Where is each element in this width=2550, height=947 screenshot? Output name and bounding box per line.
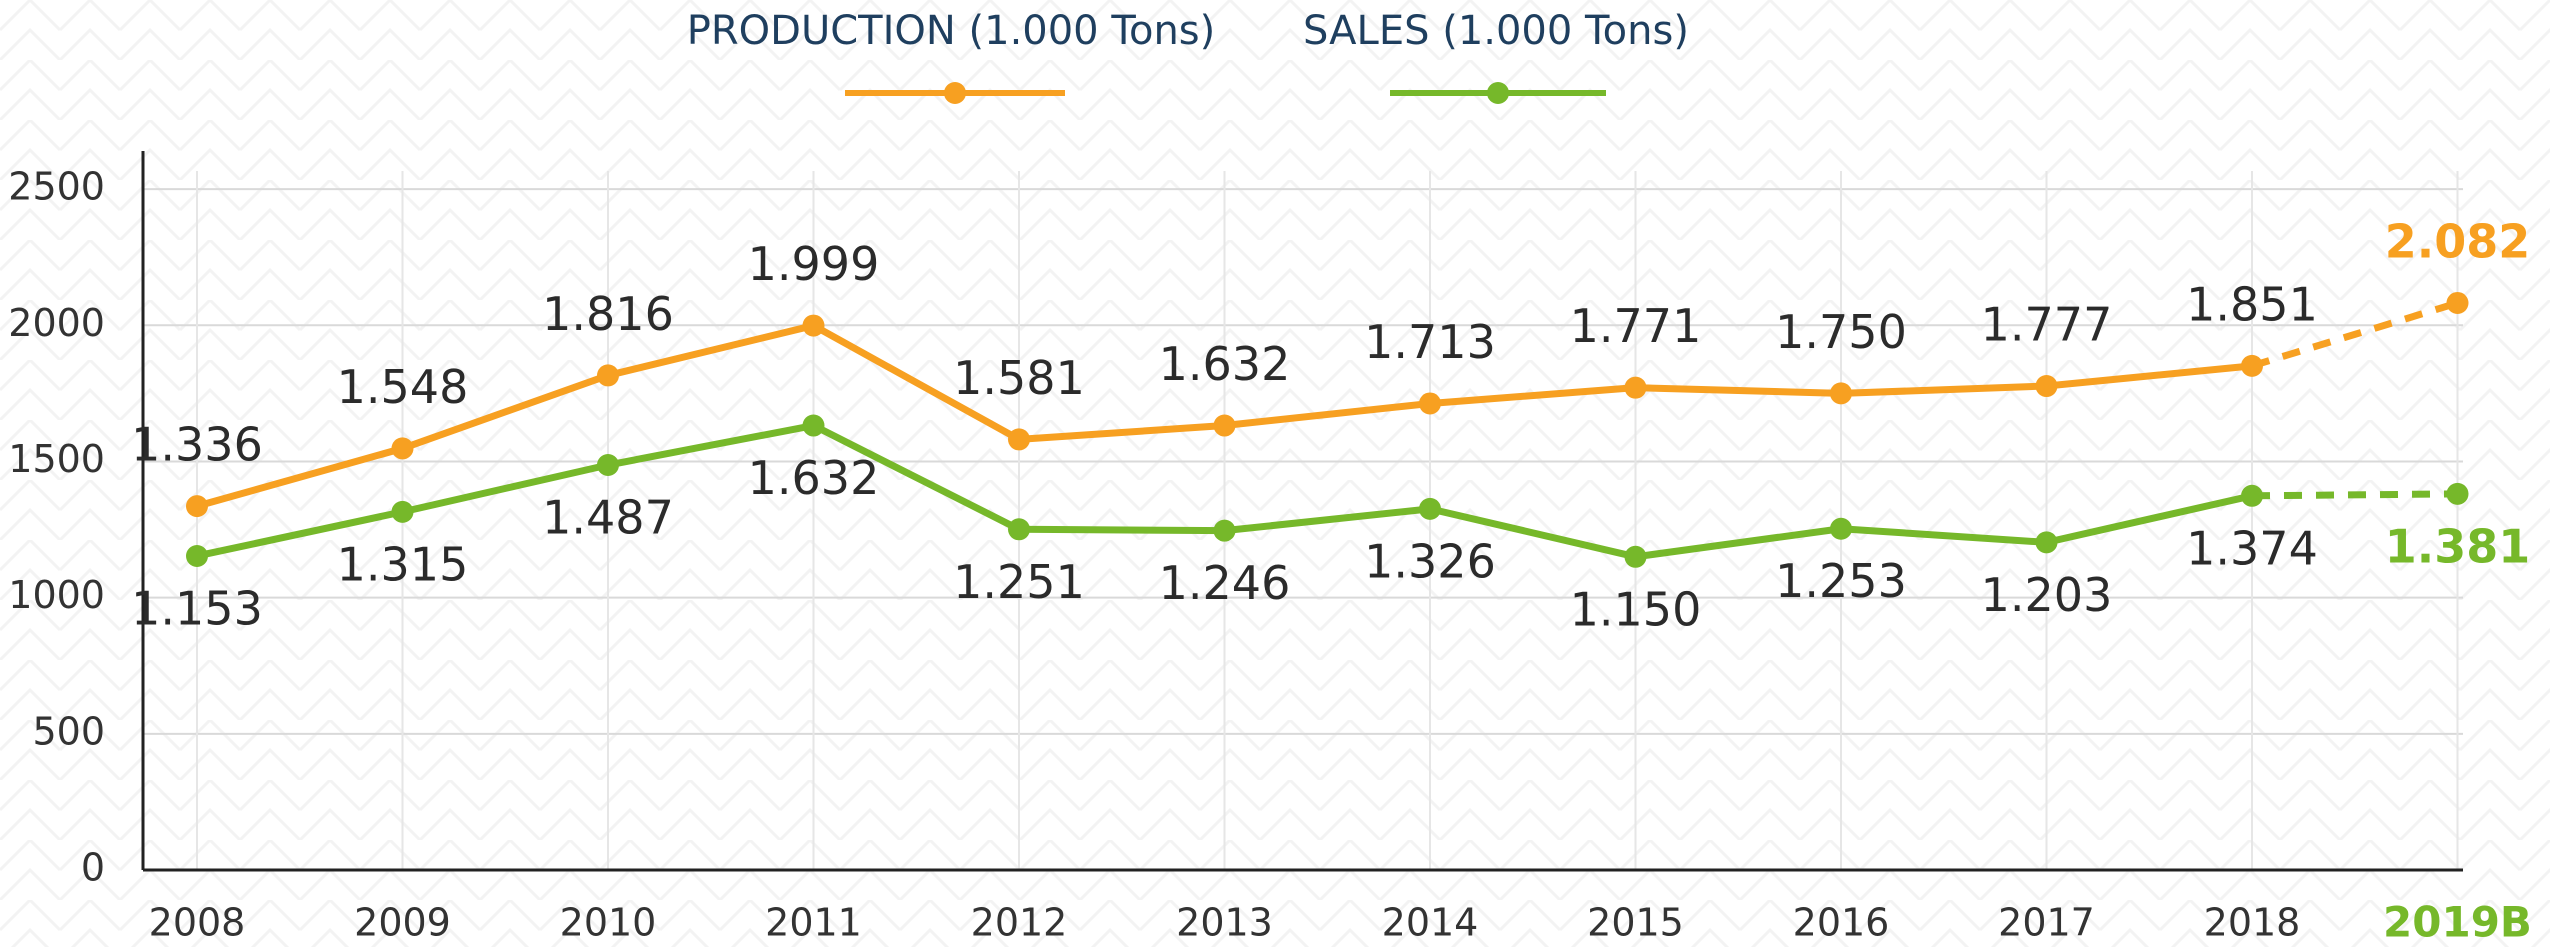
data-label: 1.851 (2186, 277, 2318, 331)
data-label: 1.153 (131, 581, 263, 635)
x-tick-label: 2009 (354, 901, 451, 945)
y-tick-label: 0 (81, 846, 105, 890)
legend-label: SALES (1.000 Tons) (1303, 8, 1689, 54)
legend-marker (1487, 82, 1509, 104)
data-label: 2.082 (2385, 214, 2531, 268)
point (2446, 291, 2469, 314)
data-label: 1.581 (953, 351, 1085, 405)
data-label: 1.771 (1570, 299, 1702, 353)
point (802, 414, 825, 437)
point (1419, 392, 1441, 415)
x-tick-label: 2010 (560, 901, 657, 945)
point (1830, 382, 1852, 405)
data-label: 1.246 (1159, 556, 1291, 610)
data-label: 1.632 (1159, 337, 1291, 391)
data-label: 1.713 (1364, 315, 1496, 369)
x-tick-label: 2011 (765, 901, 862, 945)
y-tick-label: 1000 (8, 573, 105, 617)
data-label: 1.750 (1775, 305, 1907, 359)
point (391, 500, 414, 523)
x-tick-label: 2018 (2204, 901, 2301, 945)
x-tick-label: 2019B (2383, 898, 2532, 947)
data-label: 1.548 (337, 360, 469, 414)
point (186, 495, 208, 518)
data-label: 1.374 (2186, 521, 2318, 575)
point (186, 544, 208, 567)
x-tick-label: 2014 (1382, 901, 1479, 945)
data-label: 1.326 (1364, 534, 1496, 588)
point (2035, 531, 2058, 554)
point (1830, 517, 1852, 540)
x-tick-label: 2013 (1176, 901, 1273, 945)
data-label: 1.150 (1570, 582, 1702, 636)
legend-label: PRODUCTION (1.000 Tons) (687, 8, 1216, 54)
point (1624, 545, 1647, 568)
x-tick-label: 2017 (1998, 901, 2095, 945)
y-tick-label: 1500 (8, 437, 105, 481)
point (2035, 375, 2058, 398)
point (597, 364, 619, 387)
point (1624, 376, 1647, 399)
point (1008, 518, 1030, 541)
data-label: 1.203 (1981, 568, 2113, 622)
point (2446, 482, 2469, 505)
y-tick-label: 2000 (8, 301, 105, 345)
point (1213, 414, 1236, 437)
point (2241, 484, 2263, 507)
x-tick-label: 2008 (149, 901, 246, 945)
data-label: 1.632 (748, 451, 880, 505)
point (1213, 519, 1236, 542)
data-label: 1.777 (1981, 298, 2113, 352)
point (2241, 354, 2263, 377)
y-tick-label: 2500 (8, 165, 105, 209)
point (391, 437, 414, 460)
data-label: 1.381 (2385, 519, 2531, 573)
point (802, 314, 825, 337)
data-label: 1.999 (748, 237, 880, 291)
point (1008, 428, 1030, 451)
data-label: 1.315 (337, 537, 469, 591)
point (597, 454, 619, 477)
data-label: 1.253 (1775, 554, 1907, 608)
series-line-forecast (2250, 299, 2459, 370)
data-label: 1.487 (542, 491, 674, 545)
x-tick-label: 2012 (971, 901, 1068, 945)
y-tick-label: 500 (32, 709, 105, 753)
series-line-forecast (2251, 490, 2458, 500)
data-label: 1.251 (953, 555, 1085, 609)
point (1419, 497, 1441, 520)
data-label: 1.816 (542, 287, 674, 341)
x-tick-label: 2016 (1793, 901, 1890, 945)
legend-marker (944, 82, 966, 104)
x-tick-label: 2015 (1587, 901, 1684, 945)
data-label: 1.336 (131, 418, 263, 472)
